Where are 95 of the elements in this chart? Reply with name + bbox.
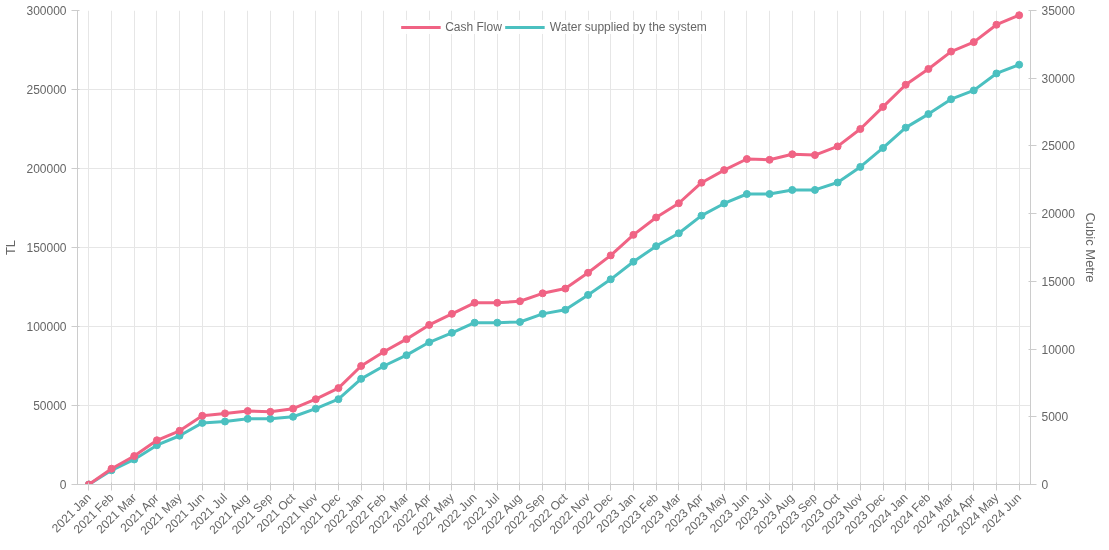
y2-tick-label: 20000 bbox=[1041, 207, 1076, 222]
point bbox=[833, 178, 842, 187]
point bbox=[810, 151, 819, 160]
point bbox=[425, 320, 434, 329]
point bbox=[992, 69, 1001, 78]
point bbox=[175, 426, 184, 435]
point bbox=[901, 123, 910, 132]
point bbox=[243, 414, 252, 423]
point bbox=[924, 64, 933, 73]
point bbox=[538, 289, 547, 298]
point bbox=[470, 298, 479, 307]
y-axis-title: TL bbox=[3, 239, 19, 256]
point bbox=[561, 284, 570, 293]
point bbox=[198, 418, 207, 427]
point bbox=[289, 412, 298, 421]
legend-label: Cash Flow bbox=[445, 20, 502, 34]
point bbox=[152, 436, 161, 445]
y-tick-label: 100000 bbox=[26, 320, 67, 334]
point bbox=[515, 297, 524, 306]
point bbox=[379, 347, 388, 356]
point bbox=[947, 95, 956, 104]
y2-tick-label: 25000 bbox=[1041, 139, 1076, 154]
y2-tick-label: 15000 bbox=[1041, 274, 1076, 289]
point bbox=[833, 142, 842, 151]
point bbox=[334, 395, 343, 404]
point bbox=[447, 309, 456, 318]
point bbox=[1015, 60, 1024, 69]
point bbox=[311, 404, 320, 413]
y2-tick-label: 5000 bbox=[1041, 410, 1069, 425]
point bbox=[425, 338, 434, 347]
point bbox=[742, 190, 751, 198]
y2-tick-label: 35000 bbox=[1041, 4, 1076, 18]
point bbox=[629, 230, 638, 239]
point bbox=[584, 290, 593, 299]
point bbox=[402, 335, 411, 344]
point bbox=[879, 143, 888, 152]
point bbox=[697, 211, 706, 220]
point bbox=[969, 86, 978, 95]
y2-axis-title: Cubic Metre bbox=[1082, 212, 1098, 283]
point bbox=[629, 257, 638, 266]
point bbox=[606, 275, 615, 284]
point bbox=[788, 185, 797, 194]
point bbox=[470, 318, 479, 327]
point bbox=[697, 178, 706, 187]
point bbox=[924, 110, 933, 119]
y-tick-label: 50000 bbox=[33, 399, 67, 413]
point bbox=[379, 362, 388, 370]
point bbox=[674, 199, 683, 208]
point bbox=[1015, 11, 1024, 20]
point bbox=[652, 242, 661, 251]
point bbox=[220, 417, 229, 426]
y-tick-label: 0 bbox=[59, 478, 67, 492]
point bbox=[992, 20, 1001, 29]
point bbox=[947, 47, 956, 56]
point bbox=[538, 309, 547, 318]
point bbox=[561, 305, 570, 314]
y2-tick-label: 30000 bbox=[1041, 71, 1076, 86]
point bbox=[810, 185, 819, 194]
point bbox=[879, 102, 888, 111]
point bbox=[357, 374, 366, 383]
point bbox=[447, 328, 456, 337]
point bbox=[243, 407, 252, 416]
point bbox=[901, 80, 910, 89]
y2-tick-label: 0 bbox=[1041, 478, 1049, 492]
point bbox=[674, 229, 683, 238]
point bbox=[198, 411, 207, 420]
y-tick-label: 300000 bbox=[26, 4, 67, 18]
legend-label: Water supplied by the system bbox=[549, 20, 707, 34]
point bbox=[493, 298, 502, 307]
point bbox=[402, 351, 411, 360]
point bbox=[311, 395, 320, 404]
point bbox=[357, 362, 366, 370]
point bbox=[742, 155, 751, 164]
point bbox=[266, 407, 275, 416]
point bbox=[788, 150, 797, 159]
y2-tick-label: 10000 bbox=[1041, 342, 1076, 357]
y-tick-label: 200000 bbox=[26, 162, 67, 176]
point bbox=[856, 162, 865, 171]
point bbox=[266, 414, 275, 423]
point bbox=[515, 317, 524, 326]
point bbox=[289, 404, 298, 413]
y-tick-label: 150000 bbox=[26, 241, 67, 255]
point bbox=[606, 251, 615, 260]
point bbox=[584, 268, 593, 277]
point bbox=[765, 155, 774, 164]
point bbox=[652, 213, 661, 222]
point bbox=[856, 125, 865, 133]
point bbox=[969, 38, 978, 47]
point bbox=[334, 384, 343, 393]
point bbox=[720, 166, 729, 175]
point bbox=[493, 318, 502, 327]
point bbox=[720, 199, 729, 208]
point bbox=[765, 190, 774, 198]
y-tick-label: 250000 bbox=[26, 83, 67, 97]
point bbox=[220, 409, 229, 418]
